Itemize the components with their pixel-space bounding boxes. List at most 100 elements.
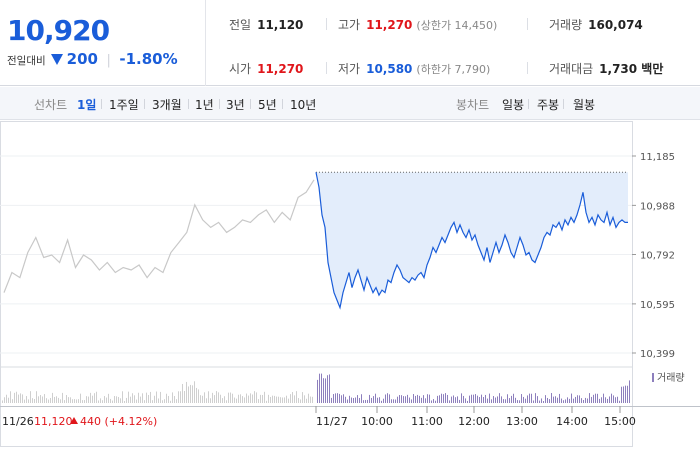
- volume-bar-today: [405, 396, 406, 403]
- line-chart-label: 선차트: [34, 98, 68, 112]
- volume-bar-prev: [284, 397, 285, 403]
- volume-bar-today: [577, 395, 578, 403]
- volume-bar-prev: [100, 398, 101, 403]
- volume-bar-prev: [212, 392, 213, 403]
- stat-volume: 거래량 160,074: [549, 18, 643, 32]
- volume-bar-prev: [62, 392, 63, 403]
- divider: [326, 62, 327, 74]
- volume-bar-prev: [128, 391, 129, 403]
- volume-bar-today: [603, 393, 604, 403]
- volume-bar-today: [609, 396, 610, 403]
- volume-legend-swatch: [652, 373, 654, 382]
- volume-bar-today: [529, 393, 530, 403]
- volume-bar-prev: [38, 396, 39, 403]
- volume-bar-prev: [198, 389, 199, 403]
- volume-bar-today: [611, 393, 612, 403]
- volume-bar-today: [589, 393, 590, 403]
- volume-bar-prev: [204, 392, 205, 403]
- volume-bar-today: [509, 398, 510, 403]
- volume-bar-today: [473, 394, 474, 403]
- volume-bar-today: [623, 386, 624, 403]
- volume-bar-today: [597, 393, 598, 403]
- volume-bar-today: [413, 394, 414, 403]
- volume-bar-today: [543, 400, 544, 403]
- volume-bar-prev: [172, 392, 173, 403]
- y-tick-label: 10,988: [640, 201, 675, 212]
- volume-bar-prev: [82, 400, 83, 403]
- divider: |: [106, 53, 111, 68]
- volume-bar-today: [349, 395, 350, 403]
- tab-1year[interactable]: 1년: [195, 98, 214, 112]
- volume-bar-prev: [236, 398, 237, 403]
- volume-bar-today: [363, 400, 364, 403]
- volume-bar-prev: [160, 391, 161, 403]
- volume-bar-today: [461, 393, 462, 403]
- volume-bar-today: [567, 397, 568, 403]
- volume-bar-today: [409, 397, 410, 403]
- volume-bar-today: [475, 394, 476, 403]
- chart-tabs: 선차트 1일 1주일 3개월 1년 3년 5년 10년 봉차트 일봉 주봉 월봉: [0, 87, 700, 120]
- tab-3month[interactable]: 3개월: [152, 98, 182, 112]
- volume-bar-prev: [6, 394, 7, 403]
- volume-bar-prev: [2, 400, 3, 403]
- tab-1day[interactable]: 1일: [77, 98, 97, 112]
- volume-bar-today: [411, 399, 412, 403]
- tab-1week[interactable]: 1주일: [109, 98, 139, 112]
- volume-bar-prev: [282, 397, 283, 403]
- volume-bar-today: [505, 399, 506, 403]
- volume-bar-prev: [260, 394, 261, 403]
- tab-monthly-candle[interactable]: 월봉: [573, 98, 596, 112]
- volume-bar-today: [521, 394, 522, 403]
- volume-bar-prev: [184, 390, 185, 403]
- volume-bar-today: [321, 373, 322, 403]
- volume-bar-today: [339, 393, 340, 403]
- volume-bar-today: [625, 385, 626, 403]
- volume-bar-prev: [216, 391, 217, 403]
- price-lines: [3, 172, 628, 310]
- volume-bar-prev: [246, 393, 247, 403]
- volume-bar-prev: [138, 392, 139, 403]
- divider: [250, 99, 251, 109]
- prev-date-label: 11/26: [2, 415, 34, 428]
- volume-bar-today: [467, 400, 468, 403]
- volume-bar-today: [359, 397, 360, 403]
- tab-5year[interactable]: 5년: [258, 98, 277, 112]
- volume-bar-today: [617, 396, 618, 403]
- volume-bar-today: [459, 399, 460, 403]
- volume-bar-today: [335, 393, 336, 403]
- volume-bar-prev: [224, 396, 225, 403]
- volume-bar-today: [341, 395, 342, 403]
- up-triangle-icon: [70, 417, 78, 424]
- volume-bar-today: [357, 395, 358, 403]
- volume-bar-today: [393, 399, 394, 403]
- volume-bar-today: [547, 397, 548, 403]
- volume-bar-prev: [102, 400, 103, 403]
- volume-bar-today: [605, 397, 606, 403]
- volume-bar-prev: [140, 396, 141, 403]
- volume-bar-today: [389, 394, 390, 403]
- prev-close-label: 11,120: [34, 415, 73, 428]
- tab-10year[interactable]: 10년: [290, 98, 317, 112]
- tab-weekly-candle[interactable]: 주봉: [537, 98, 560, 112]
- volume-bar-prev: [66, 395, 67, 403]
- tab-daily-candle[interactable]: 일봉: [502, 98, 525, 112]
- volume-bar-today: [367, 399, 368, 403]
- volume-bar-prev: [176, 399, 177, 403]
- volume-bar-prev: [300, 399, 301, 403]
- volume-bar-prev: [258, 399, 259, 403]
- volume-bar-today: [365, 399, 366, 403]
- volume-legend-label: 거래량: [657, 372, 685, 384]
- volume-bar-prev: [252, 394, 253, 403]
- tab-3year[interactable]: 3년: [226, 98, 245, 112]
- volume-bar-today: [585, 397, 586, 403]
- volume-bar-prev: [202, 395, 203, 403]
- volume-bar-prev: [30, 391, 31, 403]
- volume-bar-prev: [200, 395, 201, 403]
- volume-bar-prev: [122, 391, 123, 403]
- volume-bar-prev: [40, 395, 41, 403]
- volume-bar-today: [415, 395, 416, 403]
- volume-bar-prev: [126, 397, 127, 403]
- volume-bar-prev: [18, 394, 19, 403]
- volume-bar-today: [465, 398, 466, 403]
